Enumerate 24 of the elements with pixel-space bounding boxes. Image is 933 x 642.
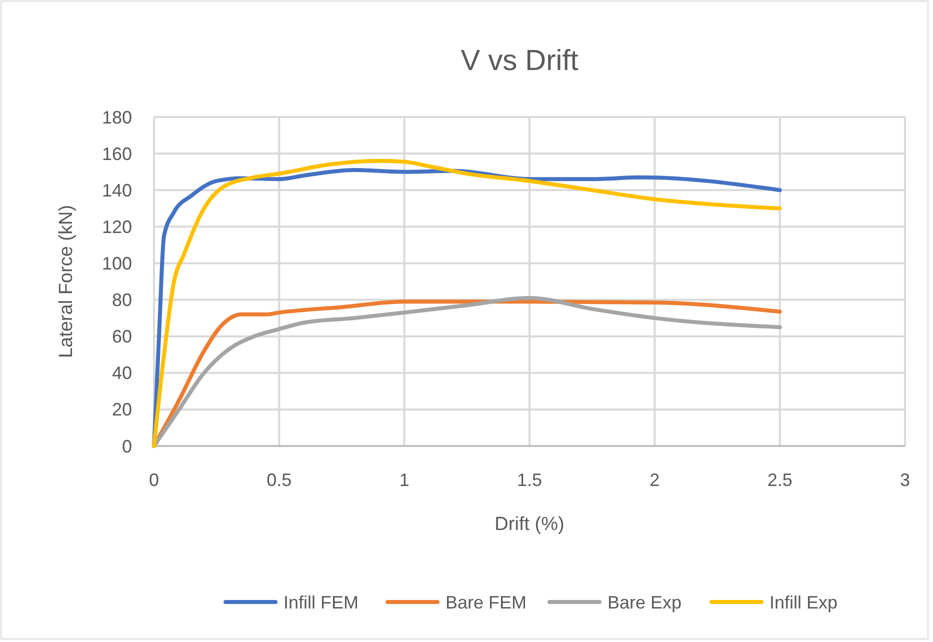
x-tick-label: 3 [900,470,910,490]
y-tick-label: 180 [102,107,132,128]
y-tick-label: 120 [102,216,132,237]
y-tick-label: 100 [102,254,132,274]
y-tick-label: 80 [112,290,132,310]
x-tick-label: 2.5 [767,470,792,490]
y-tick-label: 160 [102,144,132,164]
y-tick-label: 0 [122,436,132,456]
y-tick-label: 60 [112,326,132,347]
y-tick-label: 20 [112,400,132,420]
x-tick-label: 1 [399,470,410,490]
x-tick-label: 2 [650,470,660,490]
x-axis-title: Drift (%) [494,514,564,535]
chart-title: V vs Drift [460,45,578,77]
legend-label: Infill FEM [284,592,359,612]
legend-label: Bare FEM [446,592,527,612]
legend-label: Infill Exp [770,592,838,612]
y-axis-title: Lateral Force (kN) [56,204,77,358]
legend-label: Bare Exp [608,592,682,612]
y-tick-label: 40 [112,363,132,384]
x-tick-label: 0.5 [266,470,292,490]
y-tick-label: 140 [102,180,132,200]
x-tick-label: 0 [148,470,160,490]
x-tick-label: 1.5 [516,470,542,490]
